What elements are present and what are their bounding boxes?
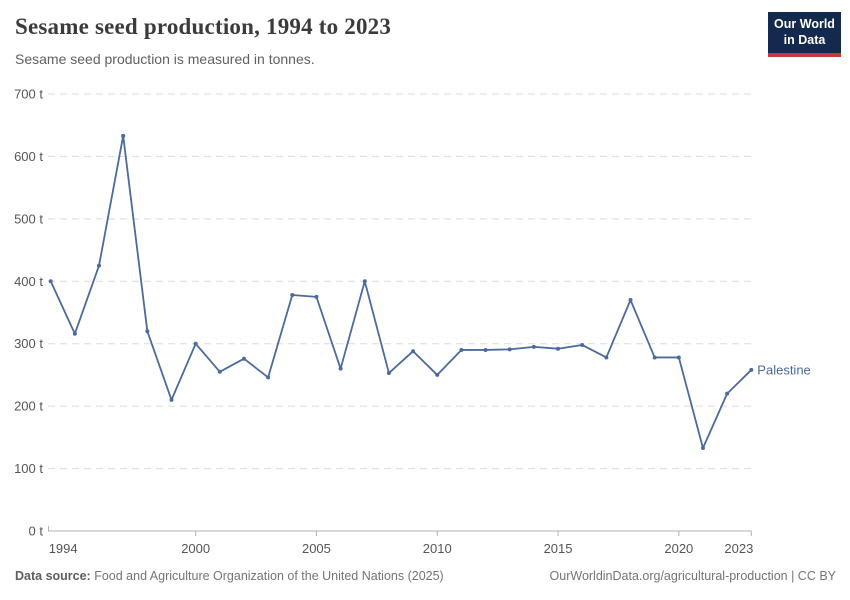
y-axis-label: 700 t: [14, 87, 43, 102]
logo-text-line1: Our World: [774, 16, 835, 31]
citation-link[interactable]: OurWorldinData.org/agricultural-producti…: [549, 569, 836, 583]
data-point[interactable]: [97, 263, 102, 268]
data-source: Data source: Food and Agriculture Organi…: [15, 569, 444, 583]
data-point[interactable]: [652, 355, 657, 360]
data-point[interactable]: [169, 397, 174, 402]
logo-text-line2: in Data: [783, 32, 826, 47]
y-axis-label: 200 t: [14, 399, 43, 414]
y-axis-label: 600 t: [14, 149, 43, 164]
x-axis-label: 2005: [302, 541, 331, 556]
data-point[interactable]: [193, 341, 198, 346]
chart-subtitle: Sesame seed production is measured in to…: [15, 51, 315, 67]
data-point[interactable]: [72, 331, 77, 336]
data-point[interactable]: [531, 344, 536, 349]
y-axis-label: 400 t: [14, 274, 43, 289]
data-point[interactable]: [604, 355, 609, 360]
series-end-label: Palestine: [757, 362, 810, 377]
data-point[interactable]: [314, 294, 319, 299]
data-point[interactable]: [217, 369, 222, 374]
y-axis-label: 500 t: [14, 211, 43, 226]
series-line: [49, 134, 753, 449]
data-point[interactable]: [266, 375, 271, 380]
data-point[interactable]: [483, 347, 488, 352]
data-point[interactable]: [145, 329, 150, 334]
x-axis-label: 2023: [724, 541, 753, 556]
data-point[interactable]: [362, 279, 367, 284]
x-axis-label: 2010: [423, 541, 452, 556]
data-point[interactable]: [507, 347, 512, 352]
data-point[interactable]: [290, 293, 295, 298]
y-axis-label: 100 t: [14, 461, 43, 476]
data-point[interactable]: [700, 445, 705, 450]
data-point[interactable]: [556, 346, 561, 351]
data-point[interactable]: [580, 342, 585, 347]
data-point[interactable]: [749, 367, 754, 372]
y-axis-label: 300 t: [14, 336, 43, 351]
y-axis-label: 0 t: [29, 524, 44, 539]
x-axis-label: 2020: [664, 541, 693, 556]
data-point[interactable]: [338, 366, 343, 371]
chart-footer: Data source: Food and Agriculture Organi…: [15, 569, 836, 583]
x-axis-label: 2000: [181, 541, 210, 556]
owid-logo[interactable]: Our World in Data: [768, 12, 841, 57]
data-source-label: Data source:: [15, 569, 91, 583]
x-axis-label: 1994: [49, 541, 78, 556]
data-point[interactable]: [48, 279, 53, 284]
data-point[interactable]: [386, 371, 391, 376]
data-point[interactable]: [121, 133, 126, 138]
data-point[interactable]: [241, 356, 246, 361]
x-axis-label: 2015: [544, 541, 573, 556]
data-point[interactable]: [628, 298, 633, 303]
data-point[interactable]: [725, 391, 730, 396]
data-point[interactable]: [411, 349, 416, 354]
data-point[interactable]: [435, 372, 440, 377]
page-title: Sesame seed production, 1994 to 2023: [15, 14, 392, 39]
data-point[interactable]: [459, 347, 464, 352]
data-source-text: Food and Agriculture Organization of the…: [90, 569, 444, 583]
data-point[interactable]: [676, 355, 681, 360]
